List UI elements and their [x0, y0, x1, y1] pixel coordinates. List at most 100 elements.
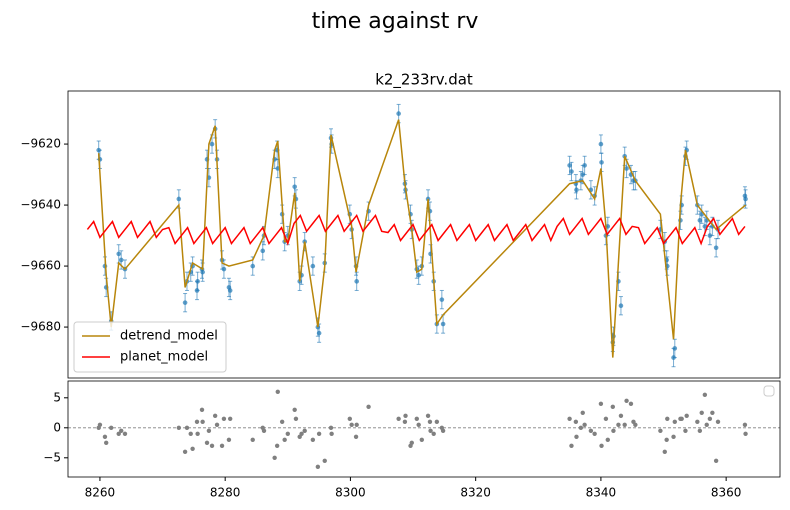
residual-point: [199, 407, 205, 412]
y-tick-label: −5: [43, 450, 61, 464]
residual-point: [588, 428, 594, 433]
x-tick-label: 8340: [586, 486, 617, 500]
x-tick-label: 8360: [711, 486, 742, 500]
residual-point: [697, 428, 703, 433]
residual-point: [598, 401, 604, 406]
axes-frame: [67, 90, 781, 379]
x-tick-label: 8300: [335, 486, 366, 500]
residual-point: [190, 446, 195, 451]
residual-point: [664, 437, 669, 442]
residual-point: [702, 392, 708, 397]
data-point: [697, 218, 703, 223]
residual-point: [102, 434, 108, 439]
residual-point: [440, 428, 446, 433]
residual-point: [275, 389, 280, 394]
legend-label: detrend_model: [120, 329, 218, 344]
residual-point: [419, 437, 425, 442]
residual-point: [349, 422, 354, 427]
residual-point: [603, 416, 609, 421]
residual-point: [329, 431, 334, 436]
residual-point: [699, 410, 704, 415]
residual-point: [328, 425, 334, 430]
y-tick-label: 5: [53, 390, 61, 404]
data-point: [260, 248, 266, 254]
residual-point: [742, 422, 748, 427]
data-point: [743, 196, 748, 202]
data-point: [672, 346, 678, 351]
residual-point: [103, 440, 109, 445]
residual-point: [366, 404, 371, 409]
residual-point: [428, 428, 433, 433]
residual-point: [672, 419, 677, 424]
data-point: [713, 245, 719, 251]
residual-point: [200, 419, 205, 424]
residual-point: [695, 419, 700, 424]
data-point: [582, 163, 587, 168]
residual-point: [122, 431, 128, 436]
data-point: [574, 187, 579, 193]
residual-point: [662, 449, 667, 454]
y-tick-label: −9640: [20, 198, 61, 212]
residual-point: [434, 419, 440, 424]
y-tick-label: −9660: [20, 259, 61, 273]
data-point: [569, 169, 574, 174]
residual-point: [567, 416, 572, 421]
data-point: [182, 300, 188, 305]
residual-point: [628, 401, 634, 406]
residual-point: [119, 428, 124, 433]
residual-point: [261, 428, 267, 433]
data-point: [702, 224, 708, 229]
residual-point: [302, 428, 307, 433]
residual-point: [622, 422, 627, 427]
residual-point: [279, 419, 285, 424]
residual-point: [195, 431, 200, 436]
residual-point: [116, 431, 121, 436]
residual-point: [209, 443, 215, 448]
residual-point: [214, 422, 220, 427]
residual-point: [97, 422, 103, 427]
residual-point: [227, 416, 233, 421]
x-tick-label: 8260: [85, 486, 116, 500]
residual-point: [633, 422, 638, 427]
data-point: [567, 163, 572, 168]
figure-title: time against rv: [312, 9, 479, 34]
residual-point: [322, 458, 327, 463]
residual-point: [272, 455, 277, 460]
residual-point: [354, 422, 359, 427]
residual-point: [599, 443, 604, 448]
axes-frame: [67, 380, 781, 478]
residual-point: [679, 416, 684, 421]
residual-point: [683, 428, 688, 433]
residual-point: [578, 425, 584, 430]
data-point: [599, 160, 604, 165]
y-tick-label: 0: [53, 420, 61, 434]
residual-point: [431, 431, 436, 436]
axes-title: k2_233rv.dat: [375, 71, 473, 90]
x-tick-label: 8280: [210, 486, 241, 500]
residual-point: [582, 422, 587, 427]
residual-point: [219, 443, 225, 448]
x-tick-label: 8320: [460, 486, 491, 500]
residual-point: [414, 416, 419, 421]
model-line: [97, 119, 747, 358]
data-point: [200, 269, 205, 275]
residual-point: [353, 434, 359, 439]
data-point: [707, 233, 713, 238]
legend-box: [763, 385, 775, 397]
residual-point: [403, 413, 408, 418]
data-point: [354, 279, 359, 284]
residual-point: [610, 404, 616, 409]
residual-point: [316, 431, 322, 436]
residual-point: [743, 431, 748, 436]
data-point: [292, 184, 297, 190]
residual-point: [347, 416, 352, 421]
residual-point: [715, 419, 721, 424]
residual-point: [299, 431, 304, 436]
residual-point: [416, 422, 421, 427]
data-point: [618, 303, 624, 309]
data-point: [176, 196, 182, 202]
residual-point: [221, 416, 227, 421]
data-point: [310, 263, 316, 269]
residual-point: [573, 419, 579, 424]
